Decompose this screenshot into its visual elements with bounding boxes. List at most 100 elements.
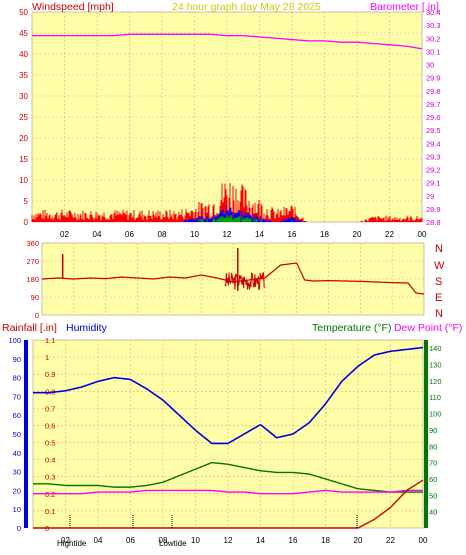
rain-y-tick: 0.1	[45, 507, 55, 516]
humidity-y-tick: 40	[13, 449, 21, 458]
rain-y-tick: 0.6	[45, 421, 55, 430]
wind-x-tick: 12	[223, 230, 232, 239]
low-tide-label: Lowtide	[159, 539, 187, 548]
barometer-y-tick: 28.8	[426, 218, 441, 227]
direction-y-tick: 0	[35, 311, 39, 320]
humidity-y-tick: 100	[8, 336, 21, 345]
direction-y-tick: 180	[26, 275, 39, 284]
temperature-scale-bar	[424, 340, 428, 528]
direction-y-tick: 90	[31, 293, 39, 302]
weather-x-tick: 04	[94, 536, 103, 545]
rainfall-series	[33, 479, 424, 529]
barometer-y-tick: 30	[426, 61, 434, 70]
temperature-y-tick: 100	[429, 410, 442, 419]
barometer-y-tick: 29	[426, 192, 434, 201]
wind-x-tick: 02	[60, 230, 69, 239]
high-tide-label: Hightide	[57, 539, 87, 548]
weather-x-tick: 14	[256, 536, 265, 545]
barometer-y-tick: 30.2	[426, 34, 441, 43]
direction-noise-series	[224, 272, 265, 291]
weather-x-tick: 16	[289, 536, 298, 545]
rainfall-axis-label: Rainfall [.in]	[2, 322, 57, 334]
barometer-y-tick: 28.9	[426, 205, 441, 214]
rain-y-tick: 1	[45, 353, 49, 362]
temperature-y-tick: 50	[429, 491, 437, 500]
rain-y-tick: 0.9	[45, 370, 55, 379]
wind-x-tick: 08	[158, 230, 167, 239]
humidity-y-tick: 70	[13, 392, 21, 401]
dew-point-axis-label: Dew Point (°F)	[394, 322, 462, 334]
humidity-series	[33, 346, 424, 445]
temperature-y-tick: 80	[429, 442, 437, 451]
weather-x-tick: 06	[126, 536, 135, 545]
humidity-y-tick: 80	[13, 374, 21, 383]
wind-x-tick: 04	[93, 230, 102, 239]
temperature-y-tick: 140	[429, 344, 442, 353]
wind-y-tick: 0	[24, 218, 29, 227]
wind-x-tick: 18	[320, 230, 329, 239]
direction-y-tick: 360	[26, 239, 39, 248]
wind-y-tick: 10	[19, 176, 28, 185]
rain-y-tick: 0.3	[45, 473, 55, 482]
weather-x-tick: 22	[386, 536, 395, 545]
wind-y-tick: 15	[19, 155, 28, 164]
weather-x-tick: 20	[354, 536, 363, 545]
barometer-series	[32, 33, 423, 50]
temperature-y-tick: 60	[429, 475, 437, 484]
wind-y-tick: 30	[19, 92, 28, 101]
barometer-y-tick: 29.9	[426, 74, 441, 83]
barometer-y-tick: 30.4	[426, 8, 441, 17]
rain-y-tick: 1.1	[45, 336, 55, 345]
temperature-y-tick: 40	[429, 508, 437, 517]
humidity-y-tick: 30	[13, 468, 21, 477]
wind-y-tick: 25	[19, 113, 28, 122]
wind-x-tick: 00	[418, 230, 427, 239]
wind-x-tick: 22	[385, 230, 394, 239]
humidity-axis-label: Humidity	[66, 322, 108, 334]
direction-y-tick: 270	[26, 257, 39, 266]
wind-y-tick: 50	[19, 8, 28, 17]
rain-y-tick: 0.5	[45, 439, 55, 448]
humidity-y-tick: 20	[13, 486, 21, 495]
weather-x-tick: 18	[321, 536, 330, 545]
barometer-y-tick: 29.1	[426, 179, 441, 188]
barometer-y-tick: 29.7	[426, 100, 441, 109]
temperature-series	[33, 461, 423, 493]
wind-y-tick: 45	[19, 29, 28, 38]
barometer-axis-label: Barometer [.in]	[370, 1, 439, 13]
graph-title: 24 hour graph day May 28 2025	[172, 1, 321, 13]
weather-x-tick: 02	[61, 536, 70, 545]
rain-y-tick: 0.7	[45, 404, 55, 413]
wind-low-series	[198, 213, 293, 222]
humidity-y-tick: 60	[13, 411, 21, 420]
wind-y-tick: 35	[19, 71, 28, 80]
barometer-y-tick: 30.3	[426, 21, 441, 30]
weather-x-tick: 10	[191, 536, 200, 545]
direction-series	[41, 262, 425, 295]
barometer-y-tick: 29.6	[426, 113, 441, 122]
compass-label: N	[435, 308, 443, 320]
wind-x-tick: 20	[353, 230, 362, 239]
wind-x-tick: 06	[125, 230, 134, 239]
weather-x-tick: 00	[419, 536, 428, 545]
compass-label: S	[435, 276, 442, 288]
dew-point-series	[33, 489, 423, 495]
barometer-y-tick: 29.2	[426, 166, 441, 175]
wind-y-tick: 40	[19, 50, 28, 59]
barometer-y-tick: 29.8	[426, 87, 441, 96]
temperature-y-tick: 70	[429, 459, 437, 468]
barometer-y-tick: 29.4	[426, 139, 441, 148]
weather-x-tick: 08	[159, 536, 168, 545]
barometer-y-tick: 29.3	[426, 152, 441, 161]
rain-y-tick: 0.4	[45, 456, 55, 465]
humidity-y-tick: 10	[13, 505, 21, 514]
barometer-y-tick: 30.1	[426, 47, 441, 56]
temperature-y-tick: 120	[429, 377, 442, 386]
wind-y-tick: 5	[24, 197, 29, 206]
compass-label: N	[435, 243, 443, 255]
humidity-y-tick: 50	[13, 430, 21, 439]
temperature-y-tick: 110	[429, 393, 441, 402]
temperature-y-tick: 90	[429, 426, 437, 435]
